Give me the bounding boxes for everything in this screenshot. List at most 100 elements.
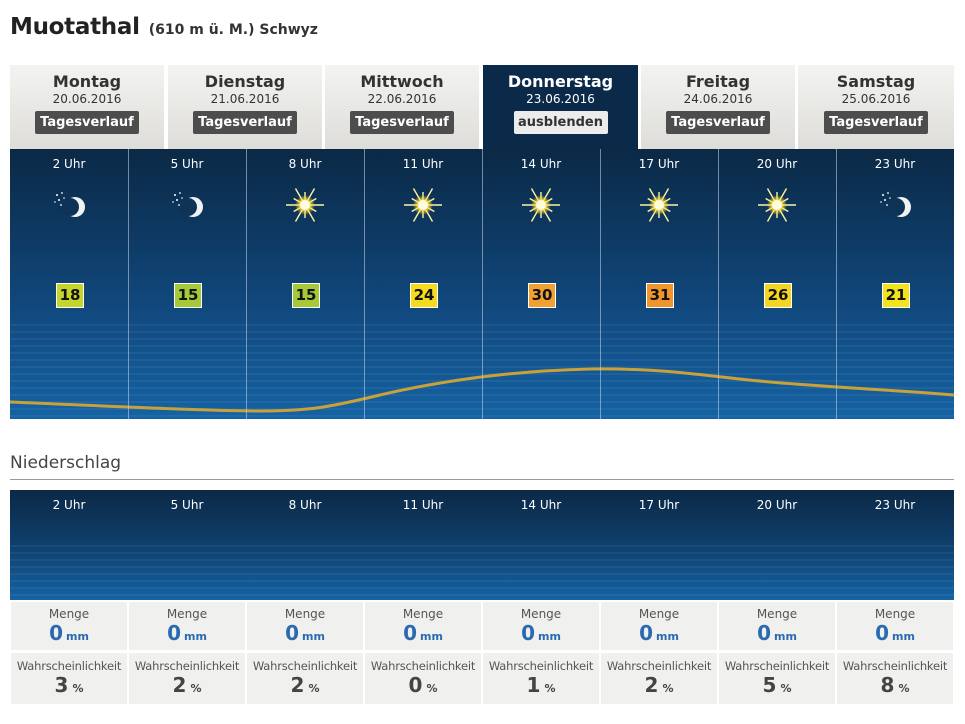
slot-hour: 23 Uhr bbox=[874, 498, 916, 512]
amount-value: 0 bbox=[521, 621, 535, 645]
slot-divider bbox=[600, 149, 601, 419]
amount-label: Menge bbox=[638, 607, 680, 621]
probability-unit: % bbox=[426, 682, 438, 695]
slot-hour: 11 Uhr bbox=[402, 157, 444, 171]
temperature-badge: 15 bbox=[174, 283, 202, 308]
slot-hour: 8 Uhr bbox=[288, 157, 322, 171]
amount-box: Menge 0 mm bbox=[129, 602, 245, 650]
time-slot: 8 Uhr 15 bbox=[246, 149, 364, 419]
amount-box: Menge 0 mm bbox=[719, 602, 835, 650]
amount-label: Menge bbox=[402, 607, 444, 621]
slot-hour: 11 Uhr bbox=[402, 498, 444, 512]
precip-time-slot: 23 Uhr bbox=[836, 490, 954, 600]
daily-course-button[interactable]: Tagesverlauf bbox=[193, 111, 297, 134]
location-info: (610 m ü. M.) Schwyz bbox=[148, 22, 318, 38]
precip-stat-column: Menge 0 mm Wahrscheinlichkeit 2% bbox=[601, 602, 717, 704]
probability-value: 8 bbox=[880, 673, 895, 697]
precip-stat-column: Menge 0 mm Wahrscheinlichkeit 1% bbox=[483, 602, 599, 704]
moon-stars-icon bbox=[875, 185, 915, 225]
time-slot: 17 Uhr 31 bbox=[600, 149, 718, 419]
daily-course-button[interactable]: Tagesverlauf bbox=[35, 111, 139, 134]
daily-course-button[interactable]: Tagesverlauf bbox=[350, 111, 454, 134]
amount-value: 0 bbox=[403, 621, 417, 645]
precip-time-slot: 8 Uhr bbox=[246, 490, 364, 600]
day-tab-samstag[interactable]: Samstag 25.06.2016 Tagesverlauf bbox=[798, 65, 954, 149]
amount-label: Menge bbox=[874, 607, 916, 621]
amount-unit: mm bbox=[891, 630, 915, 643]
slot-hour: 14 Uhr bbox=[520, 157, 562, 171]
amount-box: Menge 0 mm bbox=[365, 602, 481, 650]
hide-button[interactable]: ausblenden bbox=[513, 111, 608, 134]
day-name: Dienstag bbox=[204, 72, 286, 91]
time-slot: 20 Uhr 26 bbox=[718, 149, 836, 419]
day-date: 24.06.2016 bbox=[683, 92, 753, 106]
probability-unit: % bbox=[780, 682, 792, 695]
time-slot: 23 Uhr 21 bbox=[836, 149, 954, 419]
day-date: 20.06.2016 bbox=[52, 92, 122, 106]
probability-box: Wahrscheinlichkeit 3% bbox=[11, 653, 127, 704]
amount-label: Menge bbox=[284, 607, 326, 621]
probability-value: 5 bbox=[762, 673, 777, 697]
section-divider bbox=[10, 479, 954, 480]
slot-hour: 17 Uhr bbox=[638, 157, 680, 171]
day-name: Montag bbox=[52, 72, 122, 91]
precip-time-slot: 17 Uhr bbox=[600, 490, 718, 600]
precip-time-slot: 11 Uhr bbox=[364, 490, 482, 600]
slot-divider bbox=[836, 149, 837, 419]
probability-unit: % bbox=[308, 682, 320, 695]
precip-time-slot: 20 Uhr bbox=[718, 490, 836, 600]
temperature-badge: 21 bbox=[882, 283, 910, 308]
probability-unit: % bbox=[72, 682, 84, 695]
slot-hour: 2 Uhr bbox=[52, 157, 86, 171]
probability-unit: % bbox=[544, 682, 556, 695]
temperature-badge: 26 bbox=[764, 283, 792, 308]
probability-value: 2 bbox=[290, 673, 305, 697]
precip-stat-column: Menge 0 mm Wahrscheinlichkeit 8% bbox=[837, 602, 953, 704]
sun-icon bbox=[285, 185, 325, 225]
temperature-badge: 18 bbox=[56, 283, 84, 308]
day-tab-mittwoch[interactable]: Mittwoch 22.06.2016 Tagesverlauf bbox=[325, 65, 479, 149]
amount-unit: mm bbox=[655, 630, 679, 643]
day-name: Donnerstag bbox=[507, 72, 614, 91]
probability-box: Wahrscheinlichkeit 2% bbox=[129, 653, 245, 704]
probability-value: 2 bbox=[644, 673, 659, 697]
amount-unit: mm bbox=[537, 630, 561, 643]
amount-unit: mm bbox=[773, 630, 797, 643]
slot-hour: 14 Uhr bbox=[520, 498, 562, 512]
slot-divider bbox=[246, 149, 247, 419]
probability-box: Wahrscheinlichkeit 2% bbox=[247, 653, 363, 704]
probability-value: 3 bbox=[54, 673, 69, 697]
precip-stat-column: Menge 0 mm Wahrscheinlichkeit 5% bbox=[719, 602, 835, 704]
amount-box: Menge 0 mm bbox=[483, 602, 599, 650]
probability-label: Wahrscheinlichkeit bbox=[488, 659, 594, 673]
slot-hour: 5 Uhr bbox=[170, 157, 204, 171]
moon-stars-icon bbox=[49, 185, 89, 225]
page-header: Muotathal (610 m ü. M.) Schwyz bbox=[10, 14, 318, 44]
precipitation-panel: 2 Uhr 5 Uhr 8 Uhr 11 Uhr 14 Uhr 17 Uhr 20 Uhr 2… bbox=[10, 490, 954, 600]
slot-divider bbox=[482, 149, 483, 419]
probability-label: Wahrscheinlichkeit bbox=[134, 659, 240, 673]
day-tab-dienstag[interactable]: Dienstag 21.06.2016 Tagesverlauf bbox=[168, 65, 322, 149]
moon-stars-icon bbox=[167, 185, 207, 225]
daily-course-button[interactable]: Tagesverlauf bbox=[666, 111, 770, 134]
time-slot: 14 Uhr 30 bbox=[482, 149, 600, 419]
day-tabs: Montag 20.06.2016 Tagesverlauf Dienstag 21.0… bbox=[10, 65, 954, 149]
day-tab-freitag[interactable]: Freitag 24.06.2016 Tagesverlauf bbox=[641, 65, 795, 149]
amount-label: Menge bbox=[520, 607, 562, 621]
temperature-badge: 30 bbox=[528, 283, 556, 308]
amount-label: Menge bbox=[166, 607, 208, 621]
slot-hour: 17 Uhr bbox=[638, 498, 680, 512]
slot-hour: 20 Uhr bbox=[756, 157, 798, 171]
precip-time-slot: 2 Uhr bbox=[10, 490, 128, 600]
temperature-badge: 24 bbox=[410, 283, 438, 308]
amount-box: Menge 0 mm bbox=[837, 602, 953, 650]
probability-value: 0 bbox=[408, 673, 423, 697]
slot-divider bbox=[128, 149, 129, 419]
probability-value: 2 bbox=[172, 673, 187, 697]
daily-course-button[interactable]: Tagesverlauf bbox=[824, 111, 928, 134]
slot-divider bbox=[718, 149, 719, 419]
probability-box: Wahrscheinlichkeit 2% bbox=[601, 653, 717, 704]
day-tab-donnerstag[interactable]: Donnerstag 23.06.2016 ausblenden bbox=[483, 65, 638, 149]
precipitation-title: Niederschlag bbox=[10, 453, 122, 473]
day-tab-montag[interactable]: Montag 20.06.2016 Tagesverlauf bbox=[10, 65, 164, 149]
